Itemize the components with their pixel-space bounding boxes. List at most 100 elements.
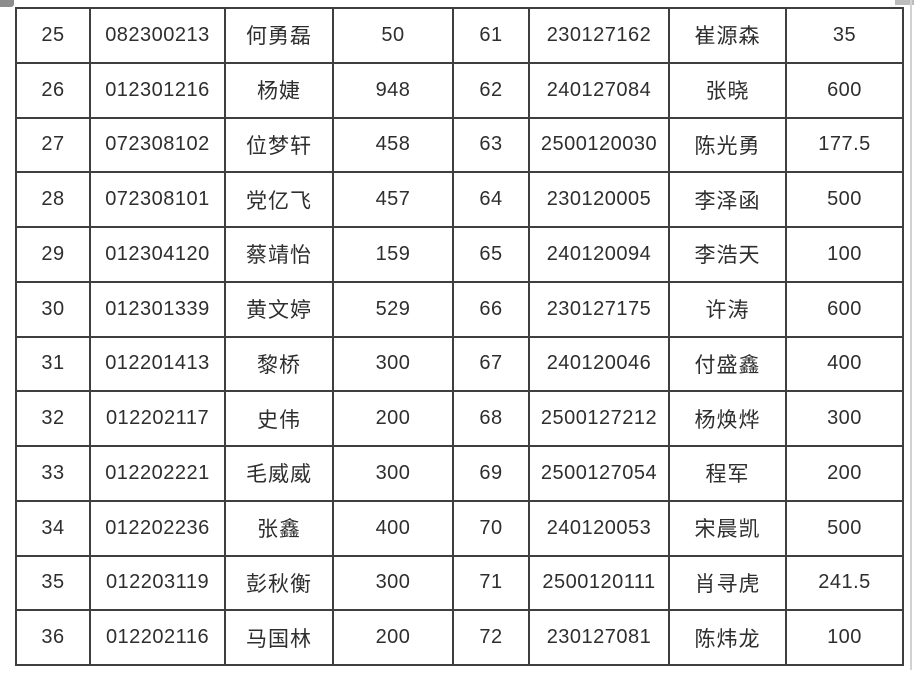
row-number: 65 (452, 226, 530, 283)
student-id: 240120094 (528, 226, 670, 283)
student-id: 012203119 (89, 554, 226, 612)
student-name: 肖寻虎 (668, 554, 787, 612)
student-id: 240120046 (528, 335, 670, 393)
roster-table-body: 25 082300213 何勇磊 50 61 230127162 崔源森 35 26 012301… (15, 7, 904, 666)
row-number: 26 (15, 61, 91, 119)
student-name: 党亿飞 (224, 171, 334, 228)
photo-edge-artifact-right (910, 0, 912, 670)
amount: 457 (332, 171, 454, 228)
student-name: 彭秋衡 (224, 554, 334, 612)
amount: 200 (332, 609, 454, 666)
student-id: 072308102 (89, 116, 226, 174)
student-id: 012301216 (89, 61, 226, 119)
photo-edge-artifact-top-left (0, 0, 14, 7)
table-row: 34 012202236 张鑫 400 70 240120053 宋晨凯 500 (15, 499, 904, 557)
row-number: 69 (452, 445, 530, 502)
amount: 300 (785, 390, 904, 447)
student-name: 宋晨凯 (668, 499, 787, 557)
amount: 300 (332, 335, 454, 393)
table-row: 30 012301339 黄文婷 529 66 230127175 许涛 600 (15, 280, 904, 338)
student-id: 2500127212 (528, 390, 670, 447)
table-row: 25 082300213 何勇磊 50 61 230127162 崔源森 35 (15, 7, 904, 64)
student-id: 230127162 (528, 7, 670, 64)
row-number: 36 (15, 609, 91, 666)
student-name: 黎桥 (224, 335, 334, 393)
amount: 600 (785, 280, 904, 338)
amount: 100 (785, 609, 904, 666)
student-name: 杨焕烨 (668, 390, 787, 447)
student-name: 付盛鑫 (668, 335, 787, 393)
row-number: 64 (452, 171, 530, 228)
student-name: 张晓 (668, 61, 787, 119)
amount: 35 (785, 7, 904, 64)
student-name: 马国林 (224, 609, 334, 666)
table-row: 28 072308101 党亿飞 457 64 230120005 李泽函 500 (15, 171, 904, 228)
student-name: 黄文婷 (224, 280, 334, 338)
amount: 500 (785, 171, 904, 228)
amount: 948 (332, 61, 454, 119)
table-row: 26 012301216 杨婕 948 62 240127084 张晓 600 (15, 61, 904, 119)
student-id: 012304120 (89, 226, 226, 283)
amount: 159 (332, 226, 454, 283)
row-number: 34 (15, 499, 91, 557)
table-row: 27 072308102 位梦轩 458 63 2500120030 陈光勇 177.5 (15, 116, 904, 174)
amount: 100 (785, 226, 904, 283)
student-name: 何勇磊 (224, 7, 334, 64)
row-number: 28 (15, 171, 91, 228)
student-name: 位梦轩 (224, 116, 334, 174)
table-row: 36 012202116 马国林 200 72 230127081 陈炜龙 100 (15, 609, 904, 666)
row-number: 66 (452, 280, 530, 338)
amount: 400 (332, 499, 454, 557)
student-id: 2500120111 (528, 554, 670, 612)
photo-edge-artifact-top-right (895, 0, 914, 5)
student-id: 012202117 (89, 390, 226, 447)
table-row: 32 012202117 史伟 200 68 2500127212 杨焕烨 300 (15, 390, 904, 447)
amount: 600 (785, 61, 904, 119)
amount: 241.5 (785, 554, 904, 612)
amount: 177.5 (785, 116, 904, 174)
student-name: 杨婕 (224, 61, 334, 119)
row-number: 32 (15, 390, 91, 447)
student-id: 240127084 (528, 61, 670, 119)
student-name: 陈光勇 (668, 116, 787, 174)
table-row: 31 012201413 黎桥 300 67 240120046 付盛鑫 400 (15, 335, 904, 393)
student-id: 2500120030 (528, 116, 670, 174)
roster-table: 25 082300213 何勇磊 50 61 230127162 崔源森 35 26 012301… (15, 7, 904, 666)
row-number: 70 (452, 499, 530, 557)
row-number: 33 (15, 445, 91, 502)
student-id: 072308101 (89, 171, 226, 228)
amount: 300 (332, 554, 454, 612)
row-number: 71 (452, 554, 530, 612)
student-id: 012301339 (89, 280, 226, 338)
student-name: 李泽函 (668, 171, 787, 228)
student-name: 蔡靖怡 (224, 226, 334, 283)
amount: 50 (332, 7, 454, 64)
table-row: 33 012202221 毛威威 300 69 2500127054 程军 200 (15, 445, 904, 502)
table-row: 35 012203119 彭秋衡 300 71 2500120111 肖寻虎 241.5 (15, 554, 904, 612)
row-number: 62 (452, 61, 530, 119)
student-name: 毛威威 (224, 445, 334, 502)
row-number: 68 (452, 390, 530, 447)
student-id: 012202221 (89, 445, 226, 502)
amount: 529 (332, 280, 454, 338)
student-id: 230120005 (528, 171, 670, 228)
student-name: 陈炜龙 (668, 609, 787, 666)
student-id: 012202116 (89, 609, 226, 666)
amount: 400 (785, 335, 904, 393)
row-number: 63 (452, 116, 530, 174)
amount: 200 (332, 390, 454, 447)
student-id: 012202236 (89, 499, 226, 557)
table-row: 29 012304120 蔡靖怡 159 65 240120094 李浩天 100 (15, 226, 904, 283)
row-number: 31 (15, 335, 91, 393)
amount: 300 (332, 445, 454, 502)
student-name: 李浩天 (668, 226, 787, 283)
row-number: 35 (15, 554, 91, 612)
student-id: 012201413 (89, 335, 226, 393)
row-number: 25 (15, 7, 91, 64)
row-number: 72 (452, 609, 530, 666)
student-id: 230127175 (528, 280, 670, 338)
student-id: 082300213 (89, 7, 226, 64)
student-name: 崔源森 (668, 7, 787, 64)
amount: 200 (785, 445, 904, 502)
